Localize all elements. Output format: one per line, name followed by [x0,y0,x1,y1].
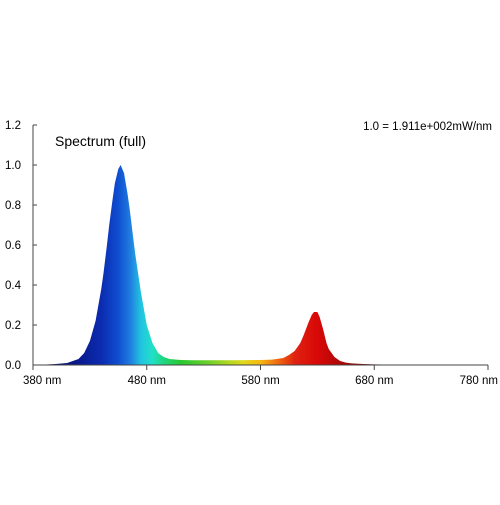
x-tick-label: 480 nm [128,375,166,387]
area-layer [33,165,488,365]
label-layer: Spectrum (full) 1.0 = 1.911e+002mW/nm [55,121,492,149]
x-tick-label: 680 nm [355,375,393,387]
x-tick-label: 780 nm [460,375,498,387]
y-tick-label: 0.2 [5,320,21,332]
x-tick-label: 380 nm [23,375,61,387]
chart-title: Spectrum (full) [55,133,146,149]
y-tick-label: 0.0 [5,360,21,372]
x-tick-label: 580 nm [241,375,279,387]
y-tick-label: 0.8 [5,200,21,212]
spectrum-area [33,165,488,365]
y-tick-label: 1.2 [5,120,21,132]
y-tick-label: 0.4 [5,280,22,292]
scale-annotation: 1.0 = 1.911e+002mW/nm [363,121,492,133]
axis-layer: 0.0 0.2 0.4 0.6 0.8 1.0 1.2 380 nm 480 nm 580 nm 6… [5,120,498,387]
y-tick-label: 1.0 [5,160,21,172]
y-tick-label: 0.6 [5,240,21,252]
